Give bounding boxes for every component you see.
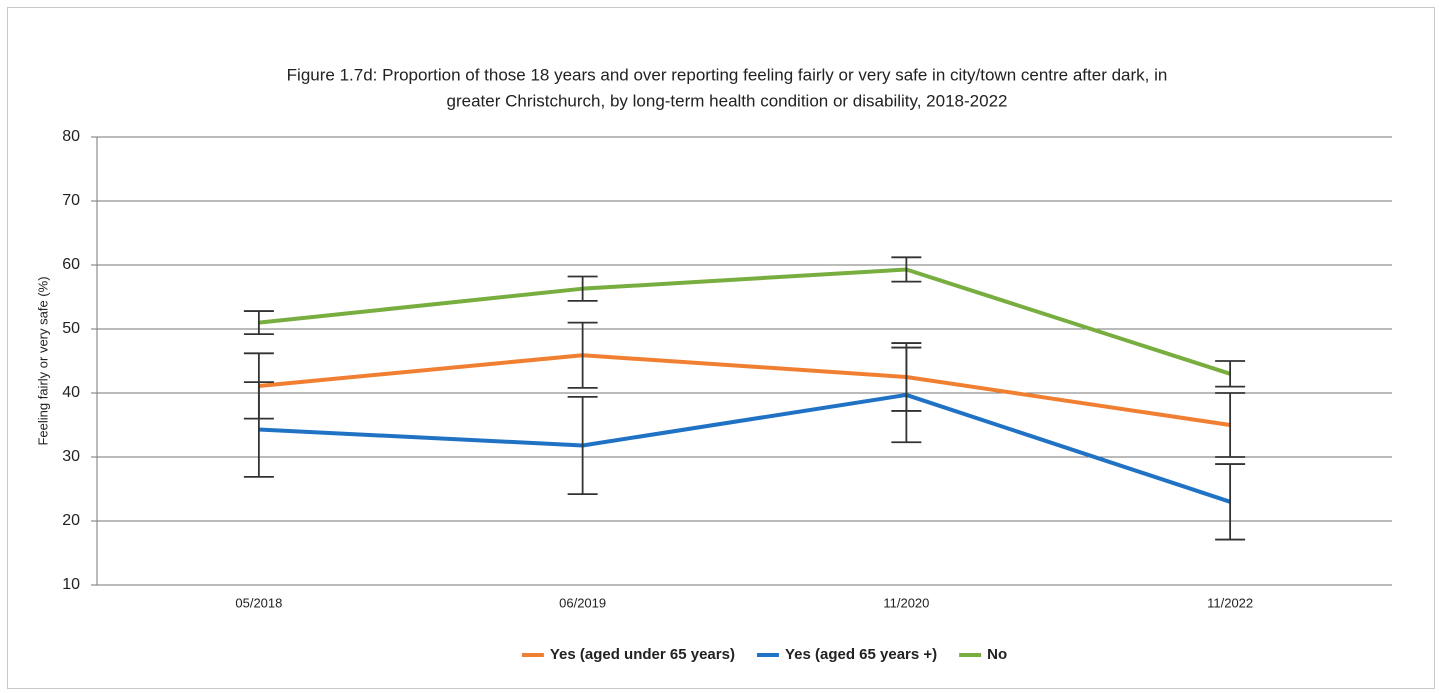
error-bar: [891, 346, 922, 444]
y-tick-label: 50: [62, 320, 80, 337]
error-bar: [1215, 392, 1246, 458]
error-bar: [243, 310, 274, 336]
y-tick-label: 40: [62, 384, 80, 401]
error-bar: [567, 395, 598, 496]
error-bar: [1215, 360, 1246, 388]
y-tick-label: 20: [62, 512, 80, 529]
series-line: [258, 267, 1231, 376]
series-line: [258, 392, 1231, 504]
legend-label: Yes (aged under 65 years): [550, 646, 735, 663]
y-tick-label: 80: [62, 128, 80, 145]
error-bar: [567, 275, 598, 302]
legend: Yes (aged under 65 years) Yes (aged 65 ye…: [521, 646, 1007, 663]
error-bar: [1215, 463, 1246, 541]
y-tick-label: 30: [62, 448, 80, 465]
y-tick-label: 70: [62, 192, 80, 209]
chart-title: Figure 1.7d: Proportion of those 18 year…: [287, 65, 1168, 84]
error-bar: [567, 321, 598, 389]
chart-title: greater Christchurch, by long-term healt…: [447, 91, 1008, 110]
series-line: [258, 353, 1231, 427]
chart-frame: [7, 7, 1435, 689]
x-tick-label: 11/2020: [883, 595, 929, 610]
x-tick-label: 06/2019: [559, 595, 606, 610]
y-axis-label: Feeling fairly or very safe (%): [35, 276, 50, 445]
y-tick-label: 10: [62, 576, 80, 593]
y-tick-label: 60: [62, 256, 80, 273]
error-bar: [891, 256, 922, 283]
error-bar: [243, 381, 274, 478]
legend-label: No: [987, 646, 1007, 663]
x-tick-label: 05/2018: [235, 595, 282, 610]
x-tick-label: 11/2022: [1207, 595, 1253, 610]
legend-label: Yes (aged 65 years +): [785, 646, 937, 663]
